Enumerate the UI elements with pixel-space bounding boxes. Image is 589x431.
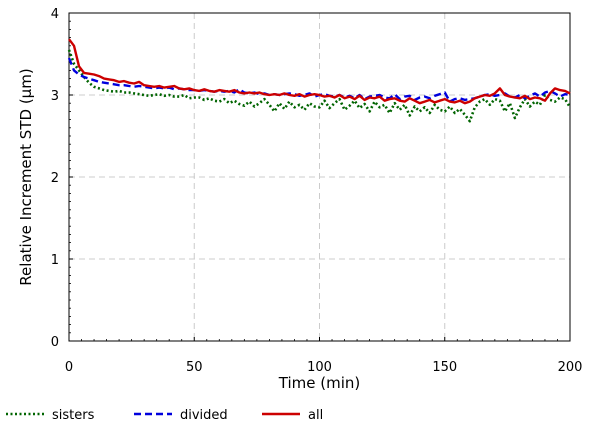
series-line-all — [68, 38, 571, 105]
legend-label: divided — [180, 408, 228, 423]
series-line-sisters — [67, 49, 572, 123]
y-tick-label: 1 — [51, 253, 59, 268]
y-tick-label: 0 — [51, 335, 59, 350]
legend: sisters divided all — [6, 408, 323, 423]
y-axis-title: Relative Increment STD (µm) — [17, 68, 35, 285]
legend-item-all: all — [262, 408, 323, 423]
x-tick-label: 0 — [65, 360, 73, 375]
legend-item-sisters: sisters — [6, 408, 95, 423]
legend-label: sisters — [52, 408, 95, 423]
x-axis-title: Time (min) — [278, 374, 360, 392]
grid-lines — [69, 13, 570, 341]
y-tick-label: 2 — [51, 171, 59, 186]
tick-marks: 0 50 100 150 200 0 1 2 3 4 — [51, 7, 583, 375]
x-tick-label: 50 — [186, 360, 203, 375]
legend-item-divided: divided — [134, 408, 228, 423]
series-lines — [67, 38, 572, 123]
x-tick-label: 200 — [558, 360, 583, 375]
y-tick-label: 3 — [51, 89, 59, 104]
y-tick-label: 4 — [51, 7, 59, 22]
legend-label: all — [308, 408, 323, 423]
x-tick-label: 100 — [307, 360, 332, 375]
x-tick-label: 150 — [432, 360, 457, 375]
